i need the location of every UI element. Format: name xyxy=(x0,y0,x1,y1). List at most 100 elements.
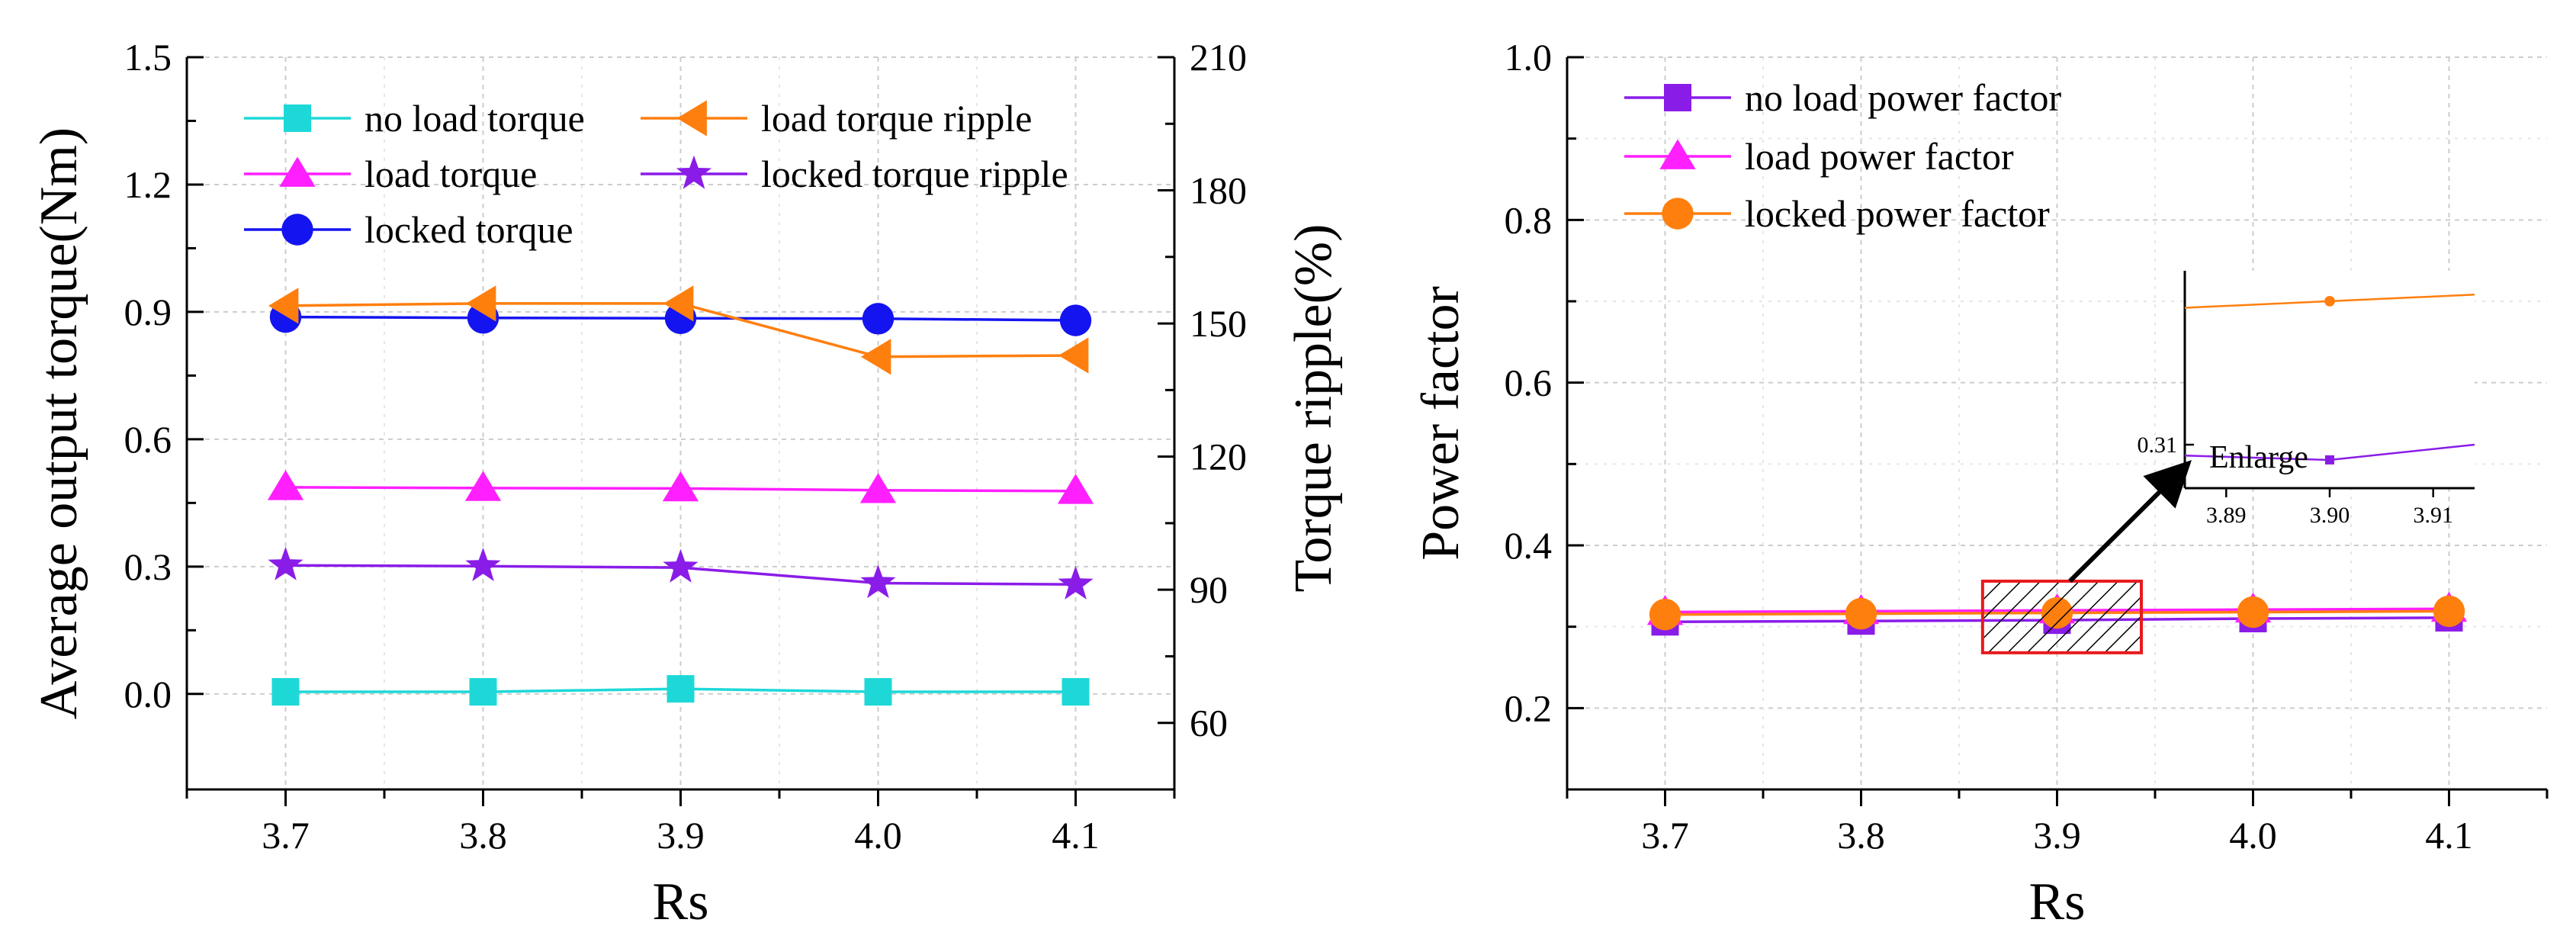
y-tick-label: 1.2 xyxy=(124,163,172,206)
data-point xyxy=(1057,474,1094,504)
data-point xyxy=(1649,598,1681,631)
legend-item-no-load-torque: no load torque xyxy=(244,97,585,140)
data-point xyxy=(1058,565,1094,600)
y2-tick-label: 180 xyxy=(1190,169,1247,212)
y-tick-label: 0.9 xyxy=(124,291,172,333)
data-point xyxy=(1845,597,1877,630)
inset-series-locked-power-factor xyxy=(2184,294,2475,309)
legend-item-load-torque-ripple: load torque ripple xyxy=(641,97,1032,140)
series-load-torque xyxy=(267,470,1094,504)
legend-label: load power factor xyxy=(1745,135,2014,178)
inset-data-point xyxy=(2324,296,2335,307)
x-tick-label: 3.7 xyxy=(262,814,310,857)
series-locked-torque-ripple xyxy=(268,546,1094,600)
legend-label: locked torque ripple xyxy=(761,153,1068,195)
zoom-arrow xyxy=(2068,460,2192,584)
series-no-load-torque xyxy=(271,675,1090,706)
legend: no load torque load torque locked torque lo… xyxy=(244,97,1068,251)
series-load-torque-ripple xyxy=(268,285,1089,375)
legend-marker xyxy=(676,155,712,189)
legend-marker xyxy=(1662,198,1694,230)
data-point xyxy=(465,548,501,581)
x-axis-title: Rs xyxy=(653,873,709,931)
y-tick-label: 0.2 xyxy=(1505,686,1553,729)
y-axis-title: Average output torque(Nm) xyxy=(30,127,88,719)
data-point xyxy=(2237,596,2269,629)
inset-chart: 3.89 3.90 3.91 0.31 Enlarge xyxy=(2138,271,2475,528)
data-point xyxy=(268,288,299,324)
data-point xyxy=(663,285,694,322)
data-point xyxy=(666,675,695,703)
y-tick-label: 1.5 xyxy=(124,36,172,79)
data-point xyxy=(860,564,896,599)
data-point xyxy=(861,339,891,375)
inset-background xyxy=(2185,271,2475,488)
inset-y-tick-label: 0.31 xyxy=(2138,432,2178,458)
legend-marker xyxy=(1664,84,1691,111)
legend-item-no-load-power-factor: no load power factor xyxy=(1624,76,2061,119)
legend-marker xyxy=(279,156,316,187)
legend-label: locked power factor xyxy=(1745,192,2050,235)
left-chart: 0.0 0.3 0.6 0.9 1.2 1.5 60 90 120 150 180 210 3.7 3.8… xyxy=(30,36,1343,931)
legend-label: locked torque xyxy=(365,208,573,251)
legend-label: load torque xyxy=(365,153,537,195)
x-tick-label: 4.0 xyxy=(2229,814,2277,857)
data-point xyxy=(466,285,496,322)
x-tick-label: 3.8 xyxy=(1837,814,1885,857)
inset-x-tick-label: 3.90 xyxy=(2310,503,2350,528)
legend-item-locked-torque: locked torque xyxy=(244,208,573,251)
legend-marker xyxy=(281,214,313,246)
y2-tick-label: 60 xyxy=(1190,702,1228,744)
x-tick-label: 3.9 xyxy=(2033,814,2081,857)
data-point xyxy=(2433,595,2465,628)
data-point xyxy=(663,548,699,583)
y-tick-label: 0.6 xyxy=(1505,362,1553,404)
legend-label: load torque ripple xyxy=(761,97,1032,140)
legend-marker xyxy=(676,100,707,137)
data-point xyxy=(859,473,897,503)
data-point xyxy=(267,470,304,500)
x-tick-label: 4.0 xyxy=(854,814,902,857)
data-point xyxy=(1058,337,1089,374)
data-point xyxy=(1059,304,1092,336)
data-point xyxy=(864,678,892,706)
x-tick-label: 4.1 xyxy=(2425,814,2473,857)
y-tick-label: 1.0 xyxy=(1505,36,1553,79)
legend-item-load-torque: load torque xyxy=(244,153,537,195)
legend-label: no load torque xyxy=(365,97,585,140)
data-point xyxy=(464,471,502,501)
y-tick-label: 0.3 xyxy=(124,545,172,588)
right-chart: 0.2 0.4 0.6 0.8 1.0 3.7 3.8 3.9 4.0 4.1 Rs Power fa… xyxy=(1412,36,2549,931)
legend-item-load-power-factor: load power factor xyxy=(1624,135,2014,178)
y2-axis-title: Torque ripple(%) xyxy=(1284,224,1343,593)
legend-label: no load power factor xyxy=(1745,76,2061,119)
data-point xyxy=(469,678,497,706)
inset-series-no-load-power-factor xyxy=(2184,443,2475,465)
data-point xyxy=(662,471,699,502)
y-axis-title: Power factor xyxy=(1412,286,1470,561)
x-axis-title: Rs xyxy=(2029,873,2086,931)
inset-x-tick-label: 3.91 xyxy=(2413,503,2453,528)
y-tick-label: 0.0 xyxy=(124,673,172,715)
y2-tick-label: 210 xyxy=(1190,36,1247,79)
y-tick-label: 0.6 xyxy=(124,418,172,461)
legend: no load power factor load power factor loc… xyxy=(1624,76,2061,235)
y2-tick-label: 90 xyxy=(1190,568,1228,611)
y-tick-label: 0.4 xyxy=(1505,524,1553,567)
legend-marker xyxy=(284,104,311,132)
x-tick-label: 3.7 xyxy=(1641,814,1689,857)
inset-x-tick-label: 3.89 xyxy=(2206,503,2247,528)
inset-label: Enlarge xyxy=(2209,440,2308,475)
y2-tick-label: 150 xyxy=(1190,302,1247,345)
inset-data-point xyxy=(2325,455,2334,465)
legend-marker xyxy=(1659,139,1696,169)
x-tick-label: 4.1 xyxy=(1052,814,1100,857)
legend-item-locked-torque-ripple: locked torque ripple xyxy=(641,153,1068,195)
legend-item-locked-power-factor: locked power factor xyxy=(1624,192,2050,235)
x-tick-label: 3.8 xyxy=(459,814,507,857)
data-point xyxy=(271,678,300,706)
y-tick-label: 0.8 xyxy=(1505,198,1553,241)
data-point xyxy=(268,546,304,580)
